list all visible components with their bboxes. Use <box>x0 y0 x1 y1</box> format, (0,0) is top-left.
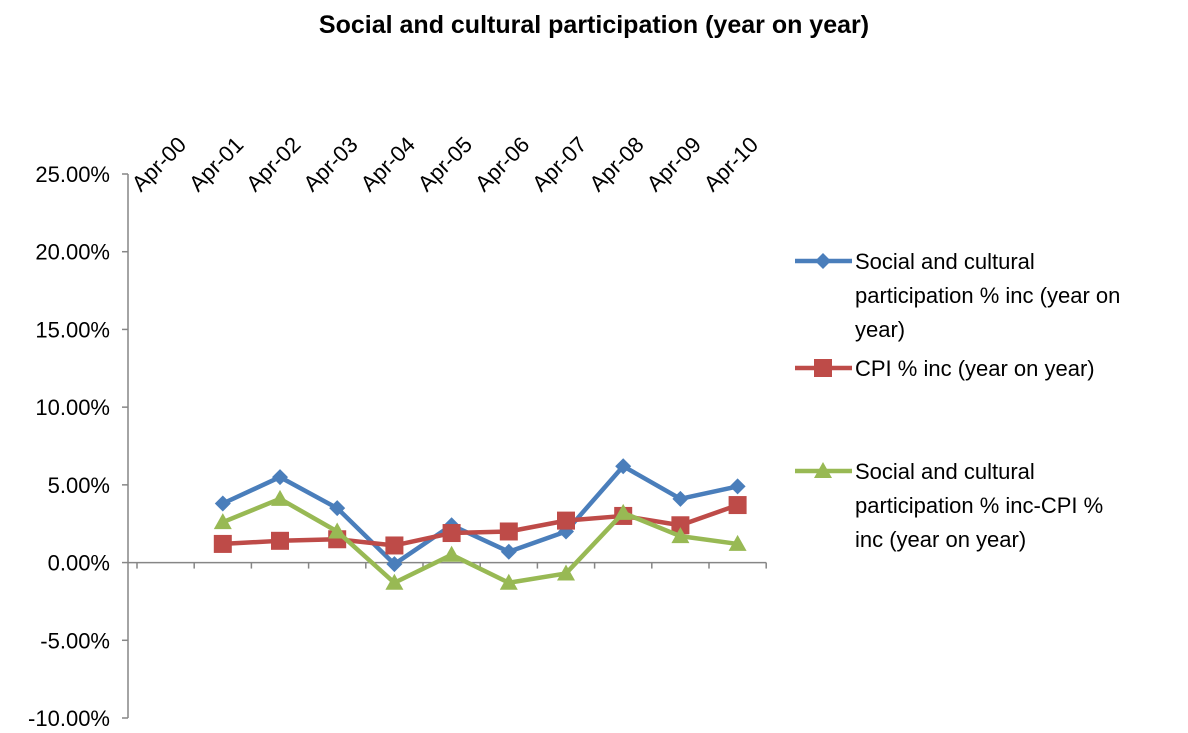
series-line <box>222 502 739 548</box>
series-2 <box>213 496 747 555</box>
diamond-marker <box>214 495 231 512</box>
square-marker <box>442 524 461 543</box>
legend-item: CPI % inc (year on year) <box>795 356 1095 381</box>
legend-label: inc (year on year) <box>855 527 1026 552</box>
triangle-marker <box>385 573 404 590</box>
square-marker <box>499 522 518 541</box>
y-tick-label: 25.00% <box>35 162 110 187</box>
x-tick-label: Apr-04 <box>356 132 420 196</box>
y-axis: -10.00% -5.00% 0.00% 5.00% 10.00% 15.00% 20.00… <box>28 162 129 731</box>
square-marker <box>728 496 747 515</box>
square-marker <box>385 536 404 555</box>
y-tick-label: -5.00% <box>40 628 110 653</box>
x-tick-label: Apr-00 <box>127 132 191 196</box>
x-tick-label: Apr-01 <box>184 132 248 196</box>
legend-label: year) <box>855 317 905 342</box>
square-marker <box>213 534 232 553</box>
x-tick-label: Apr-02 <box>241 132 305 196</box>
x-tick-label: Apr-06 <box>470 132 534 196</box>
y-tick-label: -10.00% <box>28 706 110 731</box>
triangle-marker <box>213 513 232 530</box>
diamond-marker <box>729 478 746 495</box>
x-tick-label: Apr-03 <box>298 132 362 196</box>
square-marker <box>671 516 690 535</box>
diamond-marker <box>672 490 689 507</box>
triangle-marker <box>499 573 518 590</box>
triangle-marker <box>557 564 575 581</box>
legend: Social and cultural participation % inc (… <box>795 249 1120 552</box>
triangle-marker <box>328 522 347 539</box>
diamond-marker <box>272 469 288 486</box>
legend-label: Social and cultural <box>855 459 1035 484</box>
y-tick-label: 10.00% <box>35 395 110 420</box>
square-marker <box>557 511 575 530</box>
x-tick-label: Apr-08 <box>584 132 648 196</box>
square-marker <box>271 531 289 550</box>
y-tick-label: 15.00% <box>35 317 110 342</box>
diamond-marker <box>500 543 517 560</box>
triangle-marker <box>271 489 289 506</box>
series-1 <box>214 458 746 573</box>
diamond-marker <box>386 556 403 573</box>
y-tick-label: 20.00% <box>35 240 110 265</box>
triangle-marker <box>442 545 461 562</box>
legend-item: Social and cultural participation % inc-C… <box>795 459 1103 552</box>
square-marker <box>814 359 832 377</box>
legend-label: participation % inc-CPI % <box>855 493 1103 518</box>
triangle-marker <box>671 527 690 544</box>
chart-title: Social and cultural participation (year … <box>319 11 869 39</box>
diamond-marker <box>329 500 346 517</box>
series-3 <box>213 489 747 590</box>
triangle-marker <box>728 534 747 551</box>
diamond-marker <box>615 458 632 475</box>
legend-label: CPI % inc (year on year) <box>855 356 1095 381</box>
plot-area <box>213 458 747 590</box>
x-tick-label: Apr-07 <box>527 132 591 196</box>
triangle-marker <box>614 503 633 520</box>
legend-label: Social and cultural <box>855 249 1035 274</box>
y-tick-label: 5.00% <box>48 473 110 498</box>
x-tick-label: Apr-05 <box>413 132 477 196</box>
x-tick-label: Apr-09 <box>642 132 706 196</box>
x-tick-label: Apr-10 <box>699 132 763 196</box>
triangle-marker <box>814 462 832 478</box>
y-tick-label: 0.00% <box>48 551 110 576</box>
legend-label: participation % inc (year on <box>855 283 1120 308</box>
legend-item: Social and cultural participation % inc (… <box>795 249 1120 342</box>
diamond-marker <box>815 253 831 269</box>
series-line <box>221 463 739 567</box>
series-line <box>221 496 738 586</box>
